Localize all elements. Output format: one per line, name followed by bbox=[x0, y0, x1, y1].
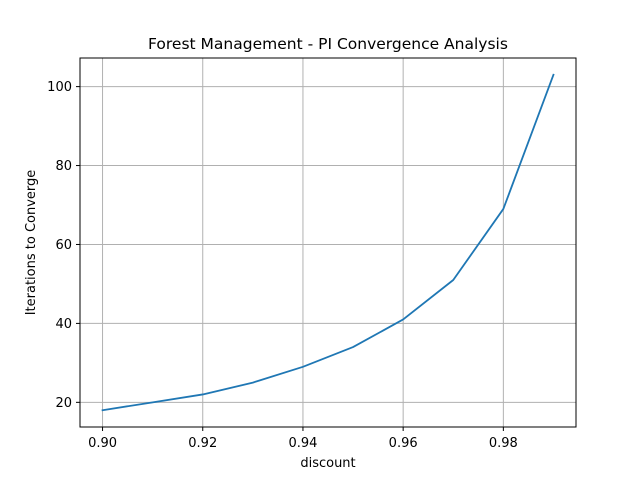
x-tick-label: 0.96 bbox=[389, 436, 418, 451]
y-axis-label: Iterations to Converge bbox=[24, 170, 39, 316]
grid bbox=[80, 58, 576, 427]
y-tick-label: 40 bbox=[55, 317, 72, 332]
x-axis-ticks: 0.90 0.92 0.94 0.96 0.98 bbox=[88, 427, 518, 451]
chart-title: Forest Management - PI Convergence Analy… bbox=[148, 35, 508, 53]
y-tick-label: 80 bbox=[55, 159, 72, 174]
plot-area-frame bbox=[79, 57, 577, 428]
y-tick-label: 20 bbox=[55, 396, 72, 411]
x-tick: 0.90 bbox=[88, 427, 117, 451]
x-tick-label: 0.94 bbox=[288, 436, 317, 451]
x-tick-label: 0.92 bbox=[188, 436, 217, 451]
x-tick-label: 0.98 bbox=[489, 436, 518, 451]
series-layer bbox=[101, 73, 555, 412]
series-line bbox=[101, 73, 555, 412]
y-tick: 100 bbox=[47, 80, 80, 95]
x-tick: 0.98 bbox=[489, 427, 518, 451]
x-tick: 0.94 bbox=[288, 427, 317, 451]
y-tick: 60 bbox=[55, 238, 80, 253]
y-tick-label: 100 bbox=[47, 80, 72, 95]
x-tick: 0.96 bbox=[389, 427, 418, 451]
y-tick: 40 bbox=[55, 317, 80, 332]
y-axis-ticks: 20 40 60 80 100 bbox=[47, 80, 80, 411]
y-tick-label: 60 bbox=[55, 238, 72, 253]
x-tick: 0.92 bbox=[188, 427, 217, 451]
x-tick-label: 0.90 bbox=[88, 436, 117, 451]
y-tick: 20 bbox=[55, 396, 80, 411]
x-axis-label: discount bbox=[300, 456, 355, 471]
y-tick: 80 bbox=[55, 159, 80, 174]
